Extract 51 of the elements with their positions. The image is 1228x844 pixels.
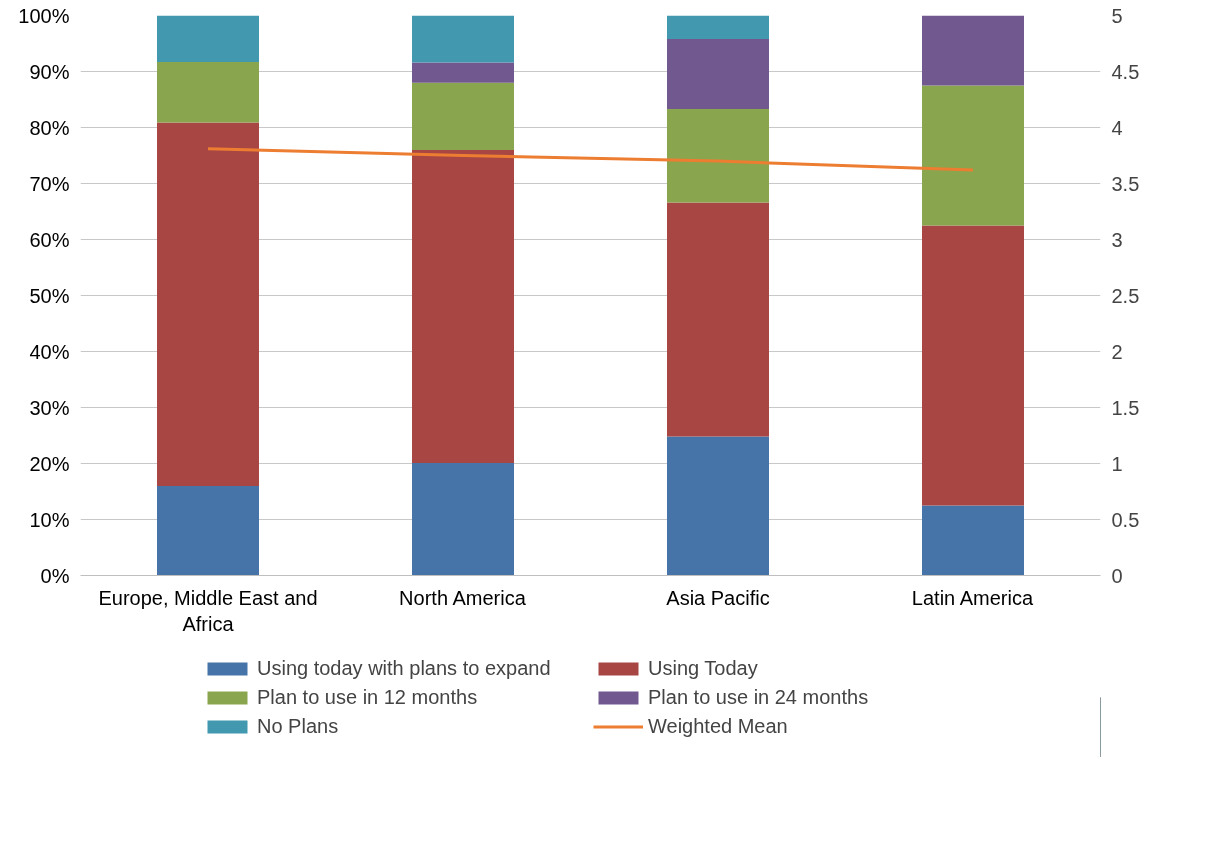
y2-tick-label: 0 [1111, 564, 1123, 587]
y-tick-label: 0% [40, 564, 70, 587]
x-tick-label: Asia Pacific [666, 586, 770, 609]
y2-tick-label: 2.5 [1111, 284, 1140, 307]
legend-label: Plan to use in 12 months [257, 685, 479, 709]
y-tick-label: 70% [29, 172, 70, 195]
bar [667, 39, 769, 110]
x-tick-label: Europe, Middle East and Africa [98, 586, 318, 635]
legend-label: Using today with plans to expand [257, 656, 552, 680]
legend-label: Using Today [648, 656, 759, 680]
y-tick-label: 40% [29, 340, 70, 363]
y-tick-label: 50% [29, 284, 70, 307]
y-tick-label: 20% [29, 452, 70, 475]
x-tick-label: Latin America [911, 586, 1034, 609]
y2-tick-label: 5 [1111, 4, 1123, 27]
y2-tick-label: 2 [1111, 340, 1123, 363]
y2-tick-label: 3.5 [1111, 172, 1140, 195]
y2-tick-label: 4.5 [1111, 60, 1140, 83]
y-tick-label: 90% [29, 60, 70, 83]
line-series [206, 147, 975, 172]
y-tick-label: 60% [29, 228, 70, 251]
y-tick-label: 100% [18, 4, 70, 27]
y-tick-label: 80% [29, 116, 70, 139]
bar [922, 505, 1024, 576]
bar [667, 109, 769, 203]
y2-tick-label: 0.5 [1111, 508, 1140, 531]
bar [922, 15, 1024, 86]
bar [667, 15, 769, 40]
bar [412, 82, 514, 150]
bar [157, 122, 259, 486]
bar [412, 62, 514, 83]
y2-tick-label: 1 [1111, 452, 1123, 475]
y-tick-label: 10% [29, 508, 70, 531]
x-tick-label: North America [399, 586, 527, 609]
bar [157, 485, 259, 576]
bar [157, 15, 259, 62]
bar [412, 149, 514, 463]
bar [412, 462, 514, 576]
y2-tick-label: 1.5 [1111, 396, 1140, 419]
y2-tick-label: 3 [1111, 228, 1123, 251]
legend-label: Plan to use in 24 months [648, 685, 870, 709]
bar [667, 436, 769, 576]
y-tick-label: 30% [29, 396, 70, 419]
legend-label: Weighted Mean [648, 714, 789, 738]
legend-label: No Plans [257, 714, 340, 738]
bar [157, 61, 259, 123]
bar [922, 225, 1024, 506]
bar [412, 15, 514, 63]
y2-tick-label: 4 [1111, 116, 1123, 139]
bar [922, 85, 1024, 226]
bar [667, 202, 769, 437]
